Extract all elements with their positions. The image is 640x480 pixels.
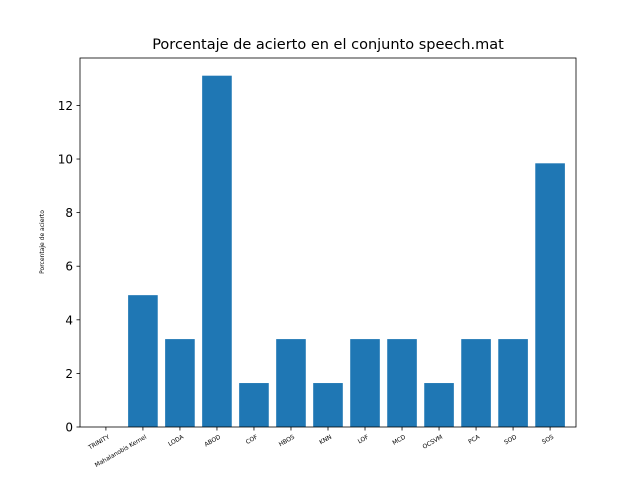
y-axis: 0 2 4 6 8 10 12 (58, 99, 80, 435)
x-tick-label: LODA (167, 433, 186, 448)
y-tick-label: 8 (65, 206, 73, 220)
bar-lof (350, 339, 380, 427)
y-tick-label: 12 (58, 99, 73, 113)
bar-ocsvm (424, 383, 454, 427)
bar-knn (313, 383, 343, 427)
x-tick-label: COF (245, 433, 260, 446)
bar-mcd (387, 339, 417, 427)
bar-abod (202, 75, 232, 427)
bar-loda (165, 339, 195, 427)
y-tick-label: 10 (58, 153, 73, 167)
x-tick-label: TRINITY (86, 434, 111, 452)
x-tick-label: ABOD (203, 433, 222, 448)
y-tick-label: 0 (65, 421, 73, 435)
y-tick-label: 6 (65, 260, 73, 274)
bar-hbos (276, 339, 306, 427)
bar-mahalanobis-kernel (128, 295, 158, 427)
bar-sod (498, 339, 528, 427)
x-tick-label: PCA (467, 433, 482, 445)
x-tick-label: KNN (318, 434, 333, 447)
x-tick-label: SOD (503, 433, 518, 446)
bars-group (128, 75, 565, 427)
bar-cof (239, 383, 269, 427)
y-tick-label: 4 (65, 313, 73, 327)
y-tick-label: 2 (65, 367, 73, 381)
bar-pca (461, 339, 491, 427)
x-tick-label: OCSVM (421, 434, 444, 451)
x-tick-label: MCD (391, 433, 407, 446)
bar-sos (535, 163, 565, 427)
x-tick-label: LOF (357, 433, 371, 445)
y-axis-label: Porcentaje de acierto (39, 210, 46, 274)
x-tick-label: HBOS (278, 434, 296, 449)
chart-title: Porcentaje de acierto en el conjunto spe… (152, 37, 504, 53)
x-tick-label: SOS (541, 434, 555, 446)
